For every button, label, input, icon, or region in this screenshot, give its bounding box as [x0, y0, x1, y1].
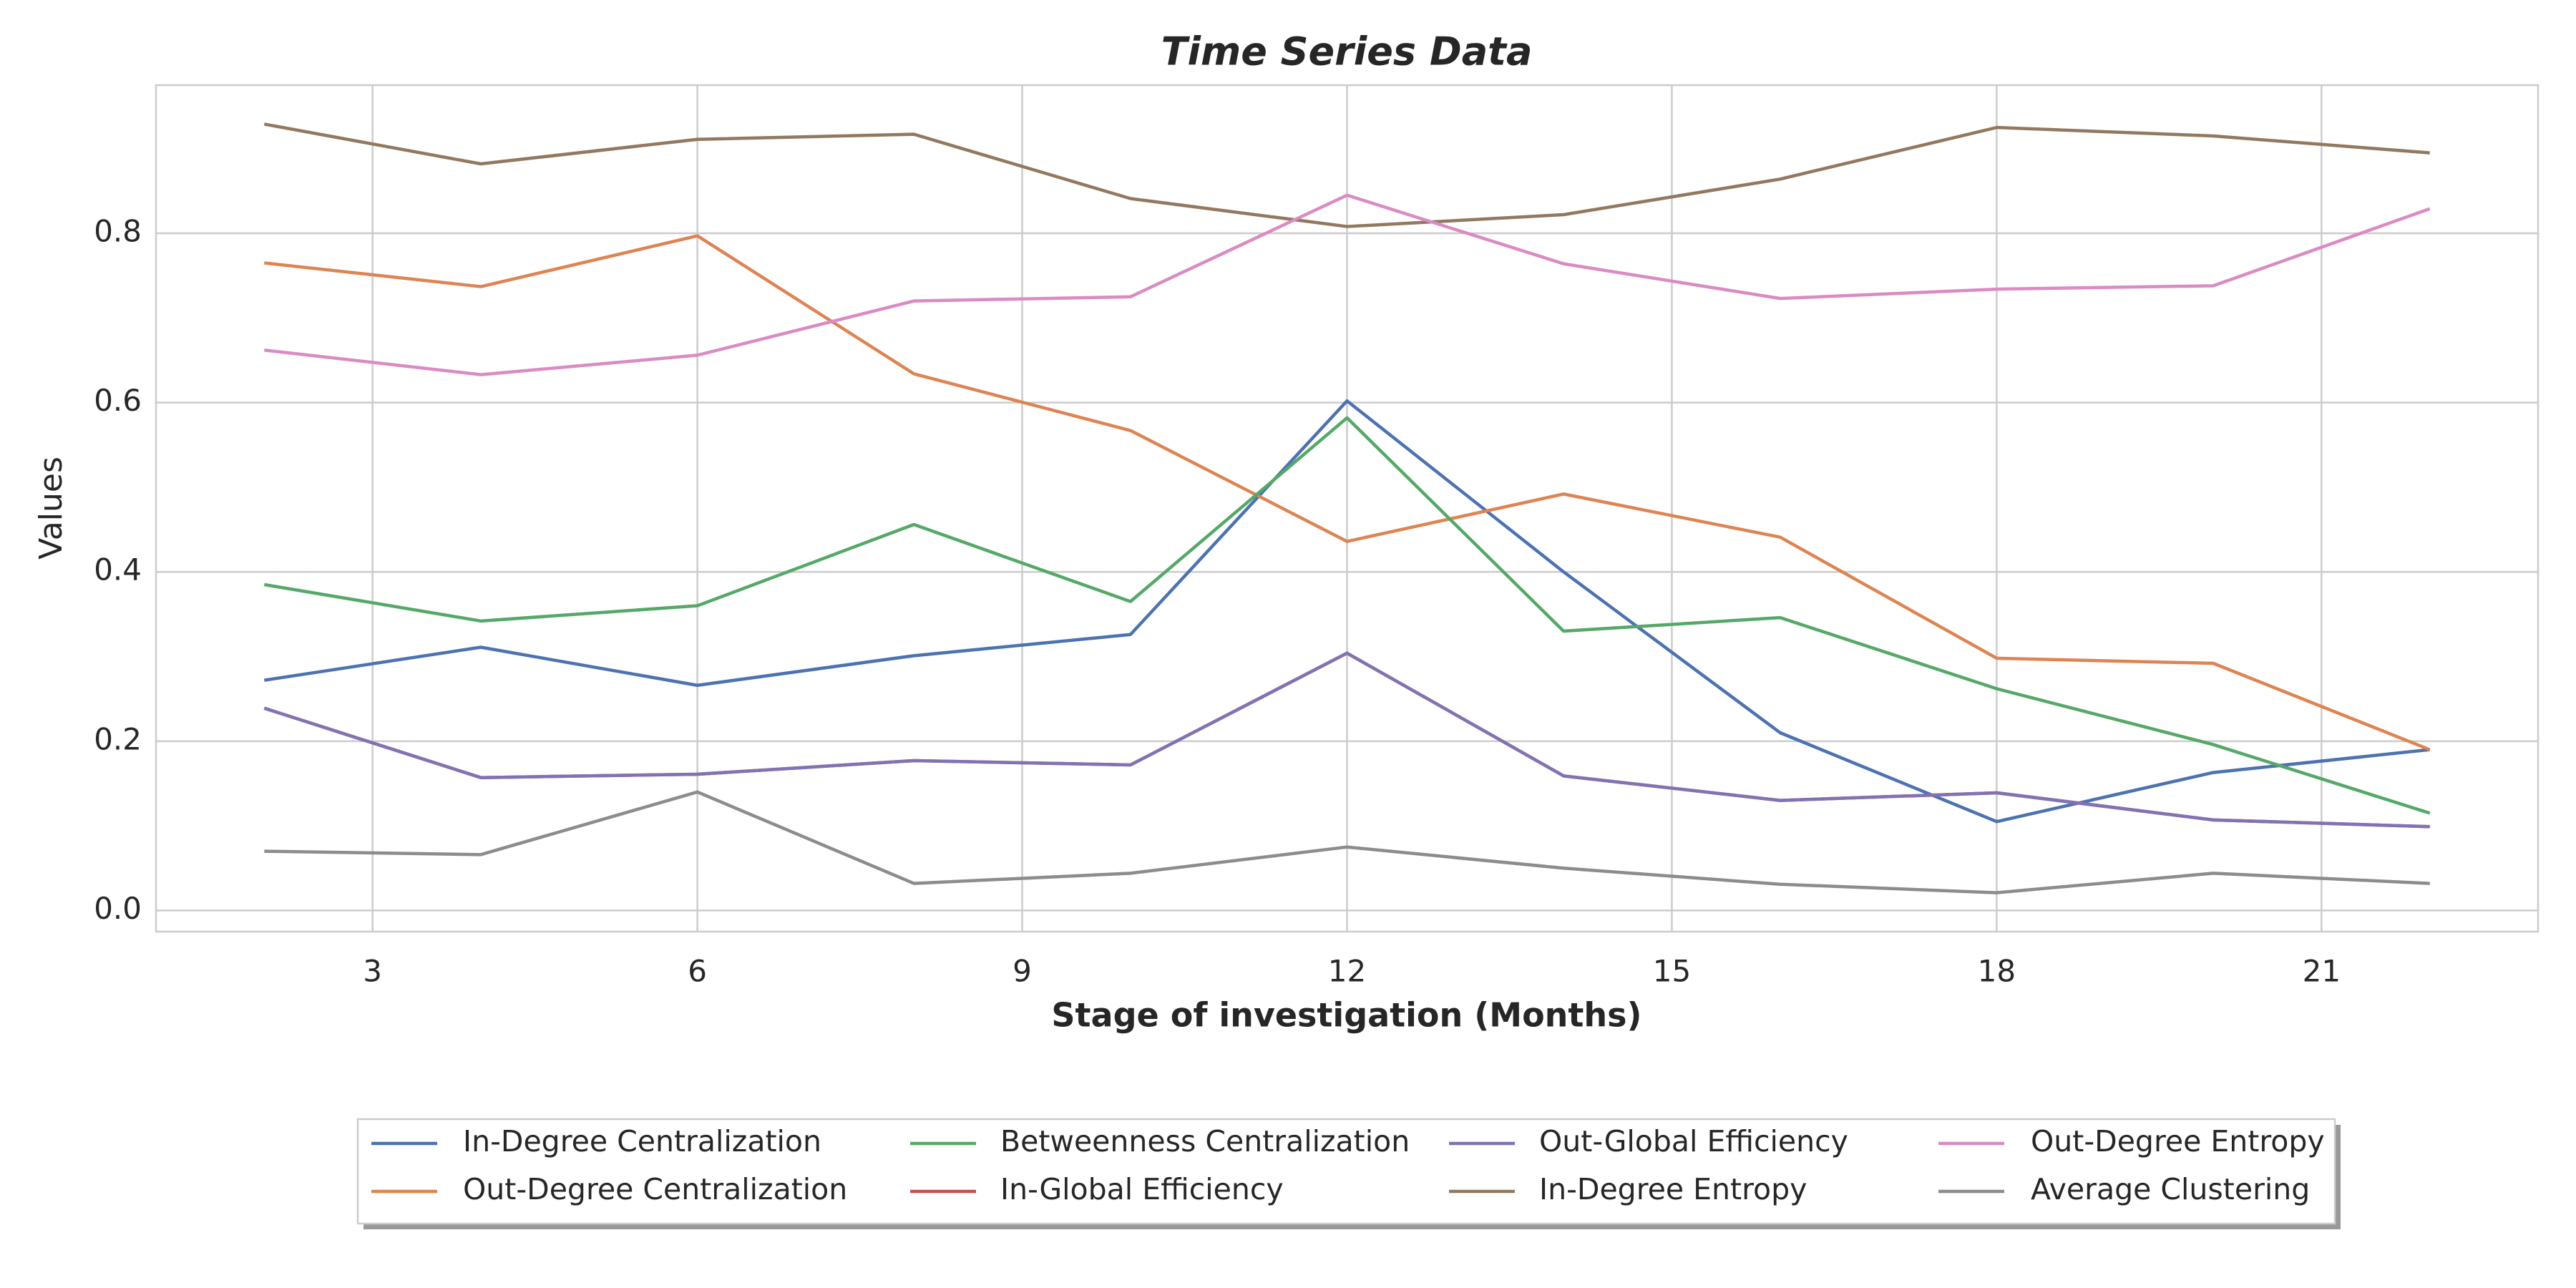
- y-axis-label: Values: [33, 457, 69, 560]
- x-tick-label: 12: [1328, 954, 1366, 989]
- y-tick-label: 0.4: [94, 552, 142, 587]
- legend-label: In-Degree Entropy: [1539, 1172, 1807, 1206]
- series-line: [264, 193, 2431, 376]
- x-tick-label: 21: [2303, 954, 2341, 989]
- legend-label: Out-Global Efficiency: [1539, 1124, 1848, 1158]
- series-line: [263, 651, 2430, 829]
- x-tick-label: 15: [1653, 954, 1691, 989]
- legend-label: Out-Degree Centralization: [463, 1172, 847, 1206]
- x-axis-label: Stage of investigation (Months): [1051, 996, 1641, 1035]
- y-tick-label: 0.0: [94, 891, 142, 926]
- series-line: [263, 399, 2430, 824]
- x-tick-label: 9: [1013, 954, 1032, 989]
- chart-title: Time Series Data: [1161, 29, 1533, 74]
- series-line: [263, 122, 2430, 228]
- x-tick-label: 18: [1978, 954, 2016, 989]
- legend-label: In-Global Efficiency: [1000, 1172, 1284, 1206]
- series-line: [263, 416, 2431, 815]
- legend-box: [356, 1118, 2336, 1225]
- legend-label: In-Degree Centralization: [463, 1124, 821, 1158]
- legend-label: Average Clustering: [2031, 1172, 2310, 1206]
- legend-label: Out-Degree Entropy: [2031, 1124, 2325, 1158]
- y-tick-label: 0.8: [94, 214, 142, 249]
- x-tick-label: 3: [363, 954, 382, 989]
- legend-label: Betweenness Centralization: [1000, 1124, 1410, 1158]
- y-tick-label: 0.2: [94, 721, 142, 756]
- y-tick-label: 0.6: [94, 383, 142, 418]
- series-line: [264, 790, 2430, 894]
- series-line: [264, 234, 2431, 751]
- x-tick-label: 6: [688, 954, 707, 989]
